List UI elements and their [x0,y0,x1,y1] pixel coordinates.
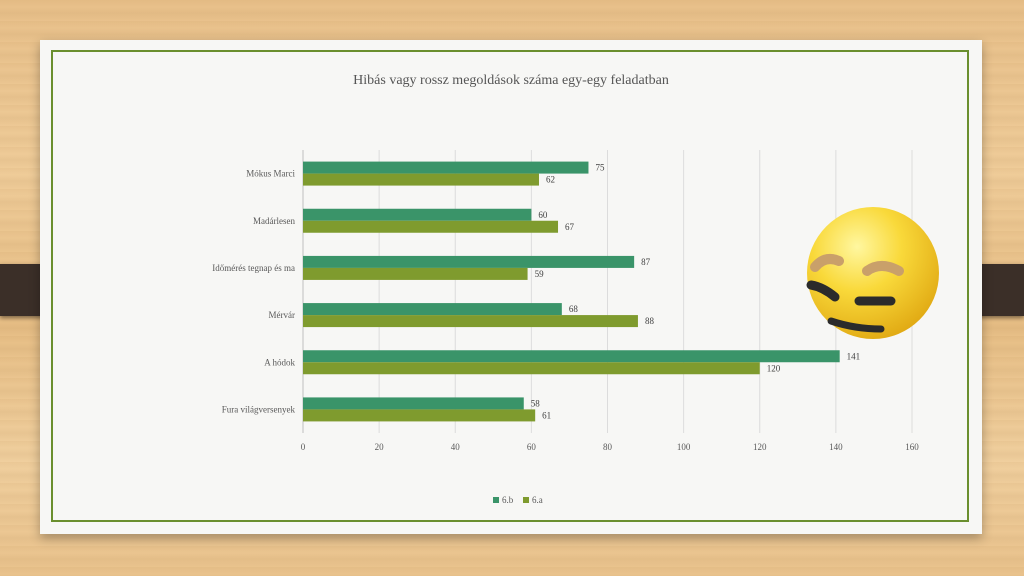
x-tick-label: 40 [451,442,461,452]
x-tick-label: 120 [753,442,767,452]
data-label: 59 [535,269,545,279]
slide-frame [51,50,969,522]
category-label: Mérvár [269,310,296,320]
data-label: 68 [569,304,579,314]
data-label: 88 [645,316,655,326]
x-tick-label: 80 [603,442,613,452]
data-label: 67 [565,222,575,232]
bar-6a [303,267,528,280]
legend-label: 6.a [532,495,543,505]
bar-6a [303,173,539,186]
bar-6b [303,255,635,268]
bar-6b [303,397,524,410]
x-tick-label: 160 [905,442,919,452]
x-tick-label: 20 [375,442,385,452]
category-label: A hódok [264,357,295,367]
data-label: 141 [847,351,861,361]
bar-6b [303,161,589,174]
category-label: Mókus Marci [246,169,295,179]
bar-6a [303,409,536,422]
bar-6b [303,208,532,221]
x-tick-label: 100 [677,442,691,452]
category-label: Fura világversenyek [222,404,296,414]
data-label: 61 [542,410,551,420]
chart-title: Hibás vagy rossz megoldások száma egy-eg… [353,73,669,88]
x-tick-label: 60 [527,442,537,452]
bar-6a [303,315,638,328]
legend-swatch [493,497,499,503]
bar-6b [303,350,840,363]
data-label: 120 [767,363,781,373]
smirking-face-emoji-icon [806,207,939,339]
bar-6a [303,362,760,375]
bar-6a [303,220,559,233]
legend-label: 6.b [502,495,514,505]
category-label: Madárlesen [253,216,295,226]
bar-6b [303,303,562,316]
data-label: 75 [595,163,605,173]
data-label: 60 [538,210,548,220]
data-label: 58 [531,398,541,408]
legend-swatch [523,497,529,503]
data-label: 62 [546,175,555,185]
x-tick-label: 0 [301,442,306,452]
bar-chart: 0 20 40 60 80 100 120 140 160 Mókus Marci 75 62 Madá… [212,150,919,505]
data-label: 87 [641,257,651,267]
x-tick-label: 140 [829,442,843,452]
category-label: Időmérés tegnap és ma [212,263,295,273]
